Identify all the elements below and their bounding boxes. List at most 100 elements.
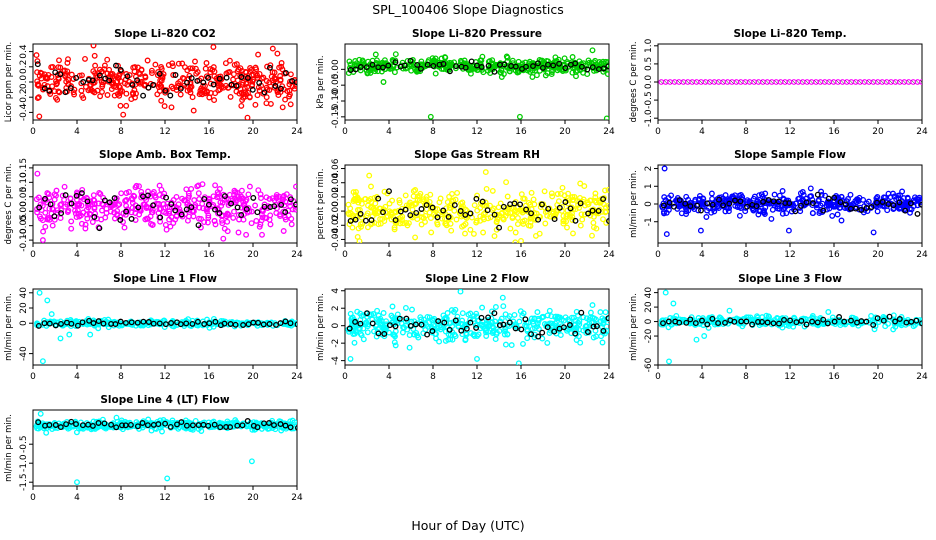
data-point	[371, 328, 377, 335]
y-tick-label: 20	[644, 301, 654, 313]
data-point	[444, 310, 451, 316]
data-point	[492, 304, 499, 310]
data-point	[493, 218, 500, 225]
data-point	[451, 308, 457, 315]
data-point	[407, 322, 414, 329]
data-point	[843, 198, 850, 205]
data-point	[585, 210, 592, 217]
data-point-marker	[805, 80, 809, 84]
data-point	[572, 327, 578, 334]
data-point	[443, 315, 450, 322]
data-point	[37, 69, 44, 76]
y-tick-label: 4	[331, 288, 341, 294]
data-point-marker	[893, 80, 898, 84]
data-point	[500, 321, 507, 328]
data-point	[550, 208, 557, 215]
data-point	[123, 208, 130, 215]
data-point	[430, 59, 437, 66]
data-point	[837, 199, 844, 206]
data-point	[170, 72, 177, 78]
data-point	[475, 331, 482, 338]
data-point	[123, 90, 130, 97]
data-point	[583, 323, 590, 330]
data-point	[457, 200, 464, 207]
data-point	[560, 324, 567, 331]
data-point	[782, 202, 788, 209]
data-point	[244, 84, 251, 90]
data-point	[121, 224, 128, 231]
data-point	[113, 62, 119, 69]
data-point	[523, 206, 530, 213]
data-point	[62, 89, 69, 96]
data-point	[897, 192, 903, 199]
data-point	[267, 62, 274, 69]
data-point	[463, 325, 470, 332]
data-point	[453, 63, 459, 70]
data-point	[253, 217, 260, 224]
data-point	[91, 214, 98, 220]
data-point	[874, 199, 880, 206]
data-point	[465, 311, 472, 318]
data-point	[108, 421, 115, 428]
data-point	[278, 63, 285, 70]
data-point	[451, 207, 458, 214]
data-point	[734, 197, 741, 203]
x-tick-label: 4	[74, 493, 80, 503]
data-point	[82, 55, 88, 62]
data-point	[96, 72, 103, 79]
data-point	[194, 77, 201, 84]
data-point	[353, 189, 359, 195]
data-point	[212, 182, 219, 189]
data-point	[790, 203, 797, 209]
data-point	[517, 201, 524, 208]
data-point	[683, 205, 689, 212]
data-point	[492, 336, 499, 343]
data-point	[775, 198, 782, 205]
data-point	[282, 318, 289, 325]
data-point	[37, 201, 44, 208]
data-point	[156, 320, 163, 327]
data-point	[605, 186, 609, 193]
y-tick-label: -1	[644, 217, 654, 226]
data-point	[572, 217, 579, 224]
data-point	[823, 202, 830, 209]
data-point	[267, 212, 274, 219]
x-tick-label: 16	[203, 493, 215, 503]
data-point	[781, 316, 787, 323]
data-point	[46, 422, 53, 428]
data-point	[592, 190, 599, 197]
data-point-marker	[840, 80, 845, 84]
data-point	[417, 314, 424, 321]
data-point	[359, 220, 366, 227]
x-tick-label: 4	[74, 250, 80, 260]
data-point	[157, 214, 164, 221]
data-point	[122, 319, 129, 326]
data-point	[366, 172, 373, 179]
data-point	[137, 71, 143, 77]
data-point	[706, 316, 712, 323]
x-tick-label: 8	[118, 250, 124, 260]
data-point	[294, 321, 297, 328]
data-point	[579, 216, 586, 223]
x-tick-label: 12	[159, 127, 170, 137]
data-point	[111, 92, 118, 99]
data-point	[385, 62, 392, 69]
data-point	[668, 192, 675, 199]
data-point	[163, 226, 170, 233]
data-point	[287, 320, 294, 327]
x-tick-label: 24	[603, 372, 615, 382]
data-point	[364, 329, 371, 336]
data-point	[504, 331, 511, 338]
data-point	[709, 201, 716, 208]
data-point	[485, 318, 492, 325]
x-tick-label: 20	[247, 250, 259, 260]
data-point	[467, 316, 474, 323]
data-point	[853, 199, 860, 206]
data-point	[836, 314, 843, 320]
panel-5: Slope Gas Stream RH percent per min. 0 4 8 12…	[316, 149, 615, 260]
data-point-marker	[902, 80, 907, 84]
data-point	[381, 57, 388, 64]
data-point	[363, 67, 370, 74]
data-point	[424, 61, 431, 68]
data-point	[670, 300, 677, 307]
